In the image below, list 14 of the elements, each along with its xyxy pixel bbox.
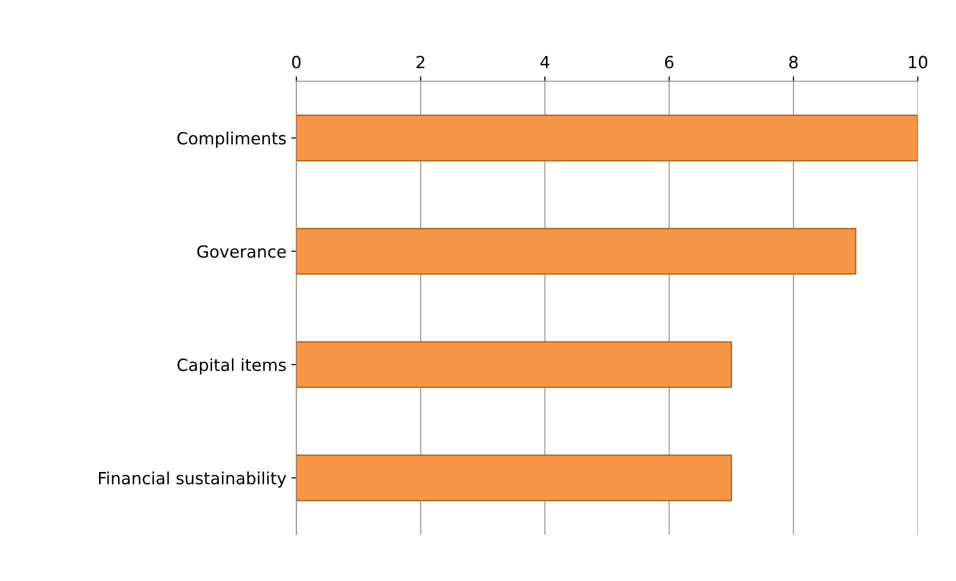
- x-tick-label: 6: [665, 56, 674, 68]
- x-tick-label: 8: [789, 56, 798, 68]
- x-tick-label: 2: [416, 56, 424, 68]
- x-tick-label: 10: [908, 56, 928, 68]
- x-tick-label: 0: [292, 56, 301, 68]
- y-tick-label: Goverance: [197, 245, 286, 258]
- y-tick-label: Capital items: [178, 358, 286, 374]
- bar: [296, 341, 732, 388]
- bar: [296, 228, 856, 275]
- bar: [296, 114, 918, 162]
- bar: [296, 454, 732, 502]
- y-tick-label: Compliments: [177, 132, 286, 148]
- y-tick-label: Financial sustainability: [99, 472, 286, 488]
- x-tick-label: 4: [540, 56, 550, 68]
